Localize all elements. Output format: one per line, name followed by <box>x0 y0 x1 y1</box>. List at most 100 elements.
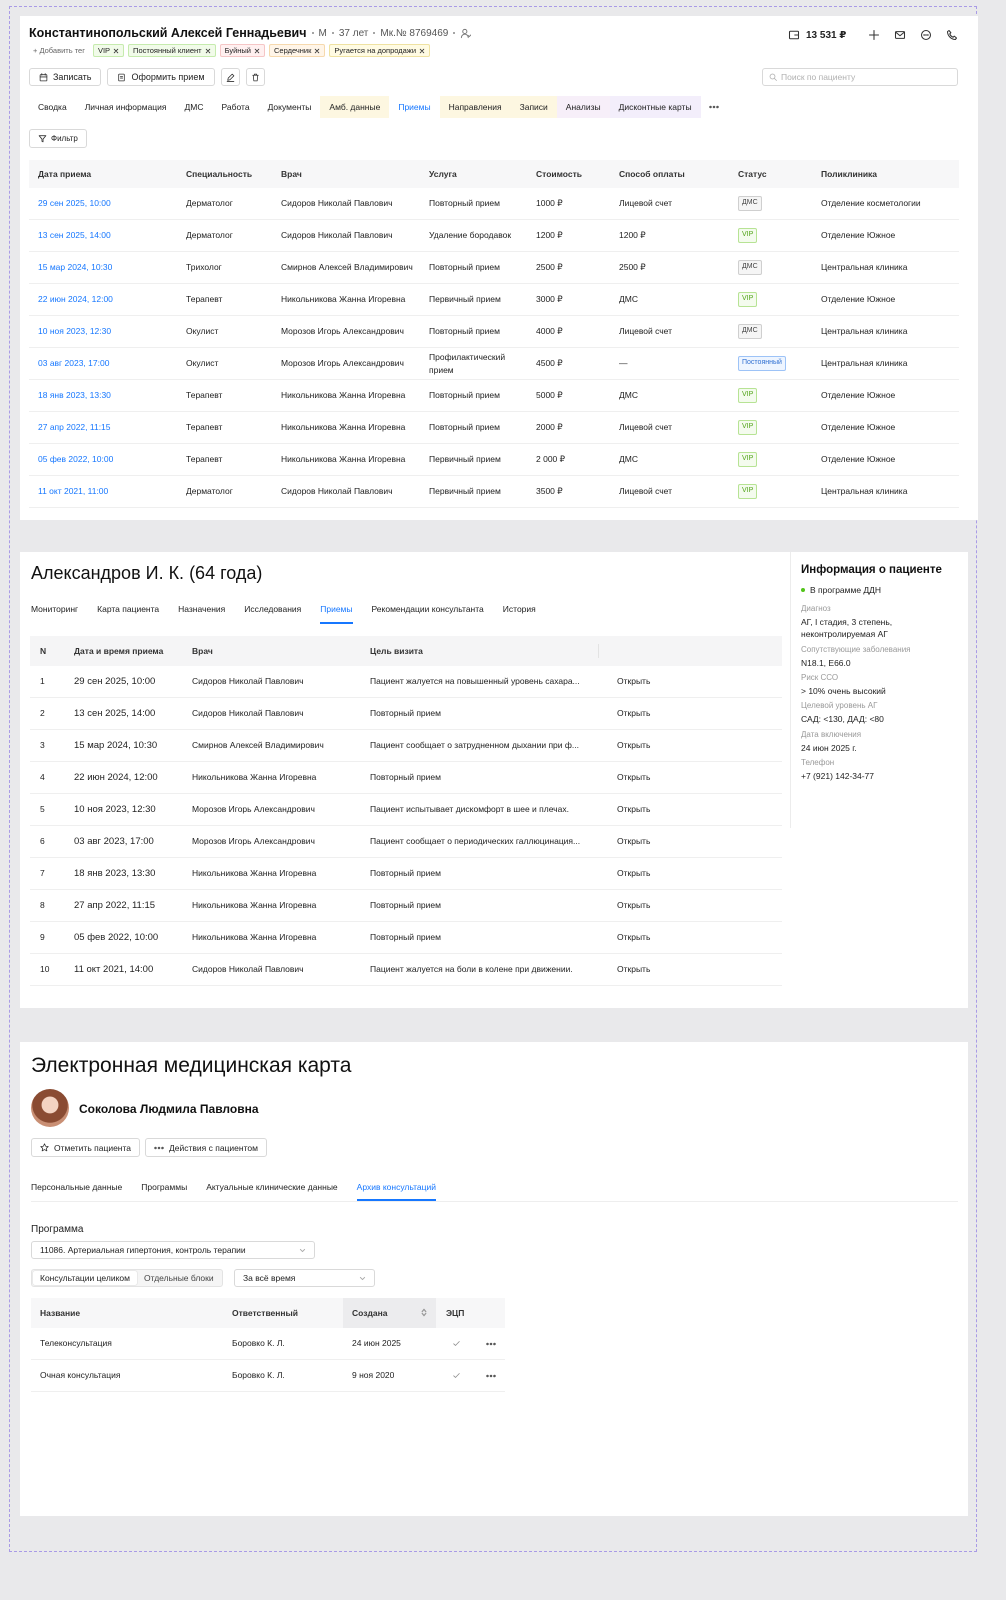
appointment-link[interactable]: 03 авг 2023, 17:00 <box>38 358 110 369</box>
open-link[interactable]: Открыть <box>617 740 651 751</box>
cell-text: Лицевой счет <box>619 198 673 209</box>
cell-text: Отделение Южное <box>821 230 896 241</box>
tab[interactable]: Документы <box>258 96 321 118</box>
icon-shape <box>251 73 259 81</box>
action-button[interactable]: Записать <box>29 68 102 86</box>
program-select[interactable]: 11086. Артериальная гипертония, контроль… <box>31 1241 315 1259</box>
action-button[interactable]: Отметить пациента <box>31 1138 141 1157</box>
cell-text: Терапевт <box>186 422 223 433</box>
tab[interactable]: Персональные данные <box>31 1182 123 1192</box>
filter-button[interactable]: Фильтр <box>29 129 87 148</box>
appointment-link[interactable]: 18 янв 2023, 13:30 <box>38 390 111 401</box>
appointment-link[interactable]: 22 июн 2024, 12:00 <box>38 294 113 305</box>
table-cell: 10 ноя 2023, 12:30 <box>74 794 189 825</box>
appointment-link[interactable]: 10 ноя 2023, 12:30 <box>38 326 112 337</box>
open-link[interactable]: Открыть <box>617 868 651 879</box>
tag[interactable]: Буйный <box>219 44 265 57</box>
field-label: Дата включения <box>801 729 862 739</box>
tab[interactable]: Приемы <box>320 604 353 624</box>
appointment-link[interactable]: 05 фев 2022, 10:00 <box>38 454 114 465</box>
phone-icon[interactable] <box>946 29 958 41</box>
table-cell: 4500 ₽ <box>536 348 616 379</box>
tab[interactable]: Исследования <box>244 604 302 614</box>
tab[interactable]: Архив консультаций <box>356 1182 437 1201</box>
tag-label: Ругается на допродажи <box>334 46 417 55</box>
tab[interactable]: Записи <box>510 96 557 118</box>
table-cell: Окулист <box>186 316 276 347</box>
open-link[interactable]: Открыть <box>617 836 651 847</box>
tab[interactable]: Приемы <box>389 96 440 118</box>
cell-text: 05 фев 2022, 10:00 <box>74 931 159 943</box>
period-select[interactable]: За всё время <box>234 1269 375 1287</box>
open-link[interactable]: Открыть <box>617 676 651 687</box>
tab[interactable]: Актуальные клинические данные <box>206 1182 338 1192</box>
table-cell: ДМС <box>619 380 729 411</box>
tab[interactable]: Сводка <box>29 96 76 118</box>
action-button[interactable]: Оформить прием <box>107 68 215 86</box>
table-cell: 15 мар 2024, 10:30 <box>38 252 178 283</box>
open-link[interactable]: Открыть <box>617 964 651 975</box>
open-link[interactable]: Открыть <box>617 708 651 719</box>
tab[interactable]: Программы <box>141 1182 188 1192</box>
chat-icon[interactable] <box>920 29 932 41</box>
appointment-link[interactable]: 11 окт 2021, 11:00 <box>38 486 109 497</box>
tab[interactable]: Направления <box>439 96 511 118</box>
column-header: N <box>40 645 47 656</box>
toggle-option[interactable]: Консультации целиком <box>33 1271 137 1285</box>
patient-card: Мк.№ 8769469 <box>380 27 449 39</box>
plus-icon[interactable] <box>868 29 880 41</box>
cell-text: Центральная клиника <box>821 486 908 497</box>
table-cell: Повторный прием <box>429 188 525 219</box>
cell-text: Сидоров Николай Павлович <box>281 486 393 497</box>
tag[interactable]: VIP <box>92 44 125 57</box>
table-cell: Профилактический прием <box>429 348 525 379</box>
table-row: 6 03 авг 2023, 17:00 Морозов Игорь Алексан… <box>30 826 782 858</box>
table-cell: Открыть <box>617 890 697 921</box>
open-link[interactable]: Открыть <box>617 932 651 943</box>
tab[interactable]: ДМС <box>175 96 213 118</box>
tab[interactable]: Карта пациента <box>97 604 160 614</box>
table-cell: Центральная клиника <box>821 348 961 379</box>
open-link[interactable]: Открыть <box>617 772 651 783</box>
tab[interactable]: Работа <box>212 96 259 118</box>
tab[interactable]: Личная информация <box>75 96 176 118</box>
row-menu-icon[interactable] <box>486 1374 496 1378</box>
table-cell: 05 фев 2022, 10:00 <box>38 444 178 475</box>
appointment-link[interactable]: 13 сен 2025, 14:00 <box>38 230 111 241</box>
column-header: Дата и время приема <box>74 645 164 656</box>
tab[interactable]: История <box>502 604 536 614</box>
delete-button[interactable] <box>245 68 265 86</box>
toggle-option[interactable]: Отдельные блоки <box>143 1273 214 1283</box>
tab[interactable]: Амб. данные <box>320 96 390 118</box>
tab[interactable]: Дисконтные карты <box>609 96 701 118</box>
status-dot <box>801 588 805 592</box>
table-cell: Удаление бородавок <box>429 220 525 251</box>
action-button[interactable]: Действия с пациентом <box>145 1138 267 1157</box>
row-menu-icon[interactable] <box>486 1342 496 1346</box>
tab[interactable]: Рекомендации консультанта <box>371 604 484 614</box>
table-cell: Лицевой счет <box>619 412 729 443</box>
mail-icon[interactable] <box>894 29 906 41</box>
status-badge: VIP <box>738 228 758 243</box>
open-link[interactable]: Открыть <box>617 900 651 911</box>
icon-shape <box>254 48 260 53</box>
tag[interactable]: Сердечник <box>269 44 326 57</box>
tab[interactable]: Анализы <box>556 96 610 118</box>
open-link[interactable]: Открыть <box>617 804 651 815</box>
search-input[interactable]: Поиск по пациенту <box>762 68 958 86</box>
cell-text: 9 <box>40 932 45 943</box>
appointment-link[interactable]: 27 апр 2022, 11:15 <box>38 422 111 433</box>
appointment-link[interactable]: 29 сен 2025, 10:00 <box>38 198 111 209</box>
tag[interactable]: Ругается на допродажи <box>329 44 431 57</box>
table-cell: 18 янв 2023, 13:30 <box>74 858 189 889</box>
edit-button[interactable] <box>220 68 240 86</box>
cell-text: Пациент сообщает о периодических галлюци… <box>370 836 581 847</box>
appointment-link[interactable]: 15 мар 2024, 10:30 <box>38 262 113 273</box>
tab[interactable]: Назначения <box>178 604 226 614</box>
tab[interactable]: Мониторинг <box>31 604 79 614</box>
tag[interactable]: Постоянный клиент <box>128 44 216 57</box>
add-tag-button[interactable]: + Добавить тег <box>33 46 85 55</box>
table-cell: ДМС <box>738 252 818 283</box>
button-icon <box>117 73 126 82</box>
table-cell: 4000 ₽ <box>536 316 616 347</box>
